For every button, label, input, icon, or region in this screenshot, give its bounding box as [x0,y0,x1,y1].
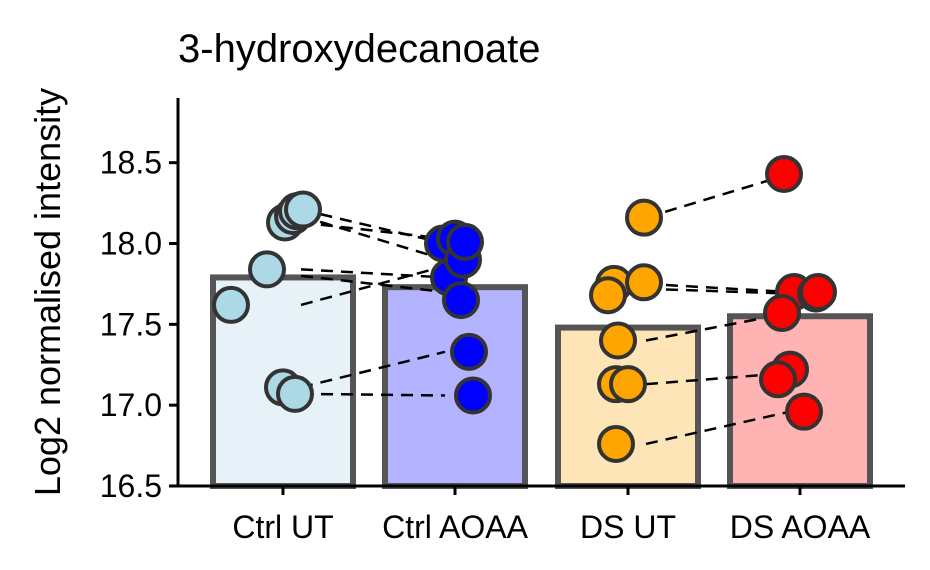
data-point [763,294,801,333]
data-point [765,154,803,193]
data-point [597,424,635,463]
data-point [625,198,663,237]
pair-line [300,208,446,245]
data-point [248,250,286,289]
pair-line [300,221,446,240]
data-points [212,154,837,463]
y-tick-label: 17.0 [100,387,162,423]
chart-title: 3-hydroxydecanoate [178,27,540,71]
x-tick-label: DS AOAA [730,509,871,545]
data-point [212,285,250,324]
data-point [446,222,484,261]
y-axis-label: Log2 normalised intensity [27,88,68,496]
pair-line [645,282,791,294]
x-tick-label: Ctrl AOAA [382,509,528,545]
data-point [442,281,480,320]
y-tick-label: 17.5 [100,306,162,342]
data-point [599,321,637,360]
pair-line [300,214,446,261]
data-point [625,263,663,302]
pair-line [645,172,791,219]
pair-line [645,410,791,446]
data-point [759,360,797,399]
data-point [450,332,488,371]
x-axis: Ctrl UT Ctrl AOAA DS UT DS AOAA [178,484,905,545]
y-tick-label: 16.5 [100,468,162,504]
y-axis: 16.5 17.0 17.5 18.0 18.5 [100,98,180,504]
data-point [785,392,823,431]
data-point [609,365,647,404]
data-point [454,376,492,415]
pair-line [645,287,791,295]
y-tick-label: 18.5 [100,145,162,181]
pair-lines [300,172,791,446]
pair-line [300,268,446,279]
y-tick-label: 18.0 [100,226,162,262]
data-point [799,273,837,311]
pair-line [300,274,446,294]
data-point [589,276,627,315]
pair-line [300,350,446,389]
pair-line [300,264,446,307]
data-point [284,190,322,229]
x-tick-label: DS UT [580,509,676,545]
pair-line [300,392,446,397]
data-point [276,374,314,413]
x-tick-label: Ctrl UT [232,509,333,545]
